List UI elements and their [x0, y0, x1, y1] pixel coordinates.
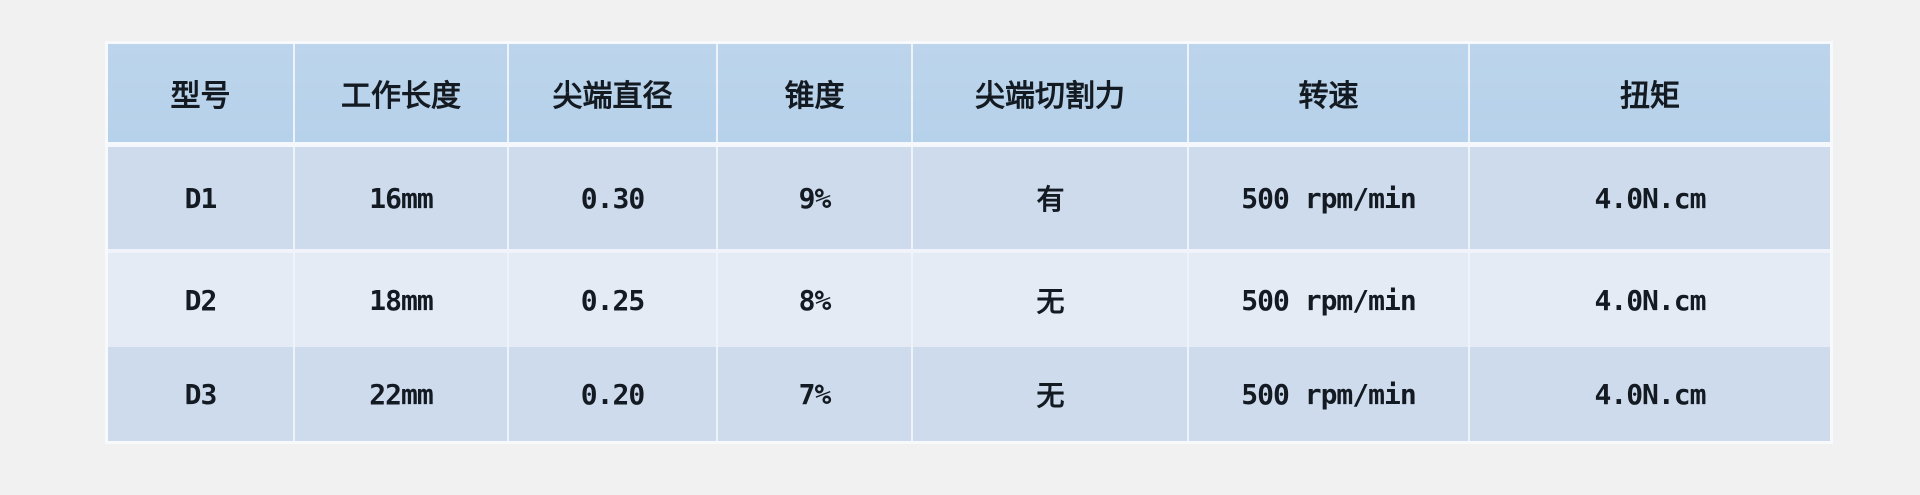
cell-torque: 4.0N.cm [1468, 347, 1830, 441]
table-header-row: 型号 工作长度 尖端直径 锥度 尖端切割力 转速 扭矩 [108, 44, 1830, 147]
cell-tip-diameter: 0.25 [507, 251, 717, 347]
cell-taper: 8% [716, 251, 912, 347]
header-speed: 转速 [1187, 44, 1469, 147]
cell-speed: 500 rpm/min [1187, 144, 1469, 253]
cell-tip-diameter: 0.20 [507, 347, 717, 441]
cell-working-length: 18mm [293, 251, 508, 347]
cell-tip-diameter: 0.30 [507, 144, 717, 253]
cell-model: D2 [108, 251, 294, 347]
header-working-length: 工作长度 [293, 44, 508, 147]
cell-tip-cutting: 无 [911, 347, 1188, 441]
cell-model: D1 [108, 144, 294, 253]
spec-table: 型号 工作长度 尖端直径 锥度 尖端切割力 转速 扭矩 D1 16mm 0.30… [108, 44, 1830, 441]
header-torque: 扭矩 [1468, 44, 1830, 147]
cell-speed: 500 rpm/min [1187, 251, 1469, 347]
cell-torque: 4.0N.cm [1468, 251, 1830, 347]
cell-tip-cutting: 有 [911, 144, 1188, 253]
table-row: D2 18mm 0.25 8% 无 500 rpm/min 4.0N.cm [108, 251, 1830, 347]
header-tip-cutting: 尖端切割力 [911, 44, 1188, 147]
cell-working-length: 22mm [293, 347, 508, 441]
header-taper: 锥度 [716, 44, 912, 147]
cell-speed: 500 rpm/min [1187, 347, 1469, 441]
table-row: D3 22mm 0.20 7% 无 500 rpm/min 4.0N.cm [108, 347, 1830, 441]
cell-working-length: 16mm [293, 144, 508, 253]
cell-torque: 4.0N.cm [1468, 144, 1830, 253]
cell-taper: 9% [716, 144, 912, 253]
header-tip-diameter: 尖端直径 [507, 44, 717, 147]
table-row: D1 16mm 0.30 9% 有 500 rpm/min 4.0N.cm [108, 144, 1830, 253]
cell-taper: 7% [716, 347, 912, 441]
cell-tip-cutting: 无 [911, 251, 1188, 347]
cell-model: D3 [108, 347, 294, 441]
header-model: 型号 [108, 44, 294, 147]
